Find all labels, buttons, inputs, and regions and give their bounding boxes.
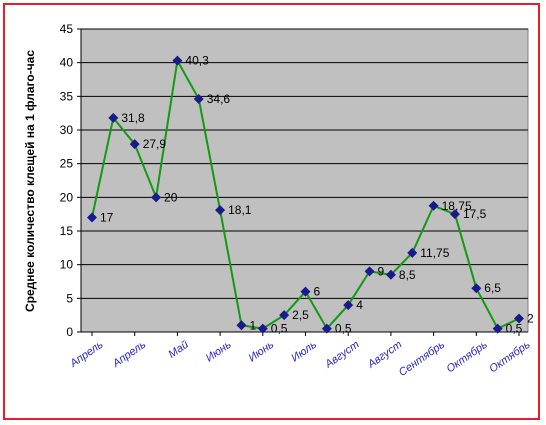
data-labels: 17 31,8 27,9 20 40,3 34,6 18,1 1 0,5 2,5 6 0,5 4 9 8,5… (100, 54, 534, 336)
data-label: 17 (100, 211, 114, 225)
data-point-marker (108, 112, 119, 123)
x-tick-label: Май (166, 339, 191, 361)
data-points (87, 55, 524, 334)
y-tick-label: 0 (66, 325, 73, 339)
data-point-marker (492, 323, 503, 334)
data-label: 0,5 (506, 322, 523, 336)
data-label: 20 (164, 190, 178, 204)
axes (77, 28, 528, 336)
data-point-marker (279, 310, 290, 321)
y-tick-label: 15 (60, 224, 74, 238)
x-tick-label: Апрель (67, 339, 105, 371)
data-point-marker (321, 323, 332, 334)
data-point-marker (215, 205, 226, 216)
data-label: 8,5 (399, 268, 416, 282)
x-tick-label: Сентябрь (397, 339, 448, 379)
data-point-marker (236, 320, 247, 331)
y-tick-labels: 0 5 10 15 20 25 30 35 40 45 (60, 22, 74, 339)
data-point-marker (193, 94, 204, 105)
data-label: 0,5 (271, 322, 288, 336)
data-label: 31,8 (121, 111, 145, 125)
data-point-marker (172, 55, 183, 66)
data-point-marker (471, 283, 482, 294)
x-tick-label: Июль (289, 339, 319, 365)
data-label: 6,5 (484, 281, 501, 295)
data-point-marker (343, 300, 354, 311)
data-label: 4 (356, 298, 363, 312)
data-label: 0,5 (335, 322, 352, 336)
y-tick-label: 10 (60, 258, 74, 272)
x-tick-label: Апрель (110, 339, 148, 371)
data-point-marker (428, 200, 439, 211)
data-point-marker (87, 212, 97, 223)
data-label: 6 (314, 285, 321, 299)
y-tick-label: 40 (60, 56, 74, 70)
data-label: 1 (249, 318, 256, 332)
y-tick-label: 5 (66, 291, 73, 305)
data-point-marker (449, 209, 460, 220)
y-tick-label: 45 (60, 22, 74, 36)
data-label: 27,9 (143, 137, 167, 151)
data-point-marker (514, 313, 524, 324)
x-tick-label: Август (322, 339, 361, 372)
data-label: 9 (378, 264, 385, 278)
x-tick-label: Октябрь (487, 339, 532, 376)
plot-area (80, 28, 529, 333)
data-label: 18,1 (228, 203, 252, 217)
data-point-marker (407, 247, 418, 258)
data-point-marker (364, 266, 375, 277)
y-tick-label: 25 (60, 157, 74, 171)
data-point-marker (129, 139, 140, 150)
x-tick-label: Июнь (204, 339, 234, 365)
data-point-marker (257, 323, 268, 334)
data-label: 18,75 (442, 199, 472, 213)
y-tick-label: 35 (60, 89, 74, 103)
x-tick-labels: Апрель Апрель Май Июнь Июнь Июль Август АвгустС… (67, 339, 532, 379)
data-label: 40,3 (185, 54, 209, 68)
data-label: 11,75 (420, 246, 449, 260)
y-tick-label: 30 (60, 123, 74, 137)
data-point-marker (151, 192, 162, 203)
data-point-marker (385, 269, 396, 280)
data-label: 2 (527, 312, 534, 326)
data-label: 17,5 (463, 207, 487, 221)
y-tick-label: 20 (60, 190, 74, 204)
data-point-marker (300, 286, 311, 297)
y-axis-title: Среднее количество клещей на 1 флаго-час (23, 50, 37, 312)
x-tick-label: Август (365, 339, 404, 372)
x-tick-label: Октябрь (444, 339, 489, 376)
data-label: 34,6 (207, 92, 231, 106)
gridlines (81, 28, 528, 299)
data-label: 2,5 (292, 308, 309, 322)
x-tick-label: Июнь (246, 339, 276, 365)
